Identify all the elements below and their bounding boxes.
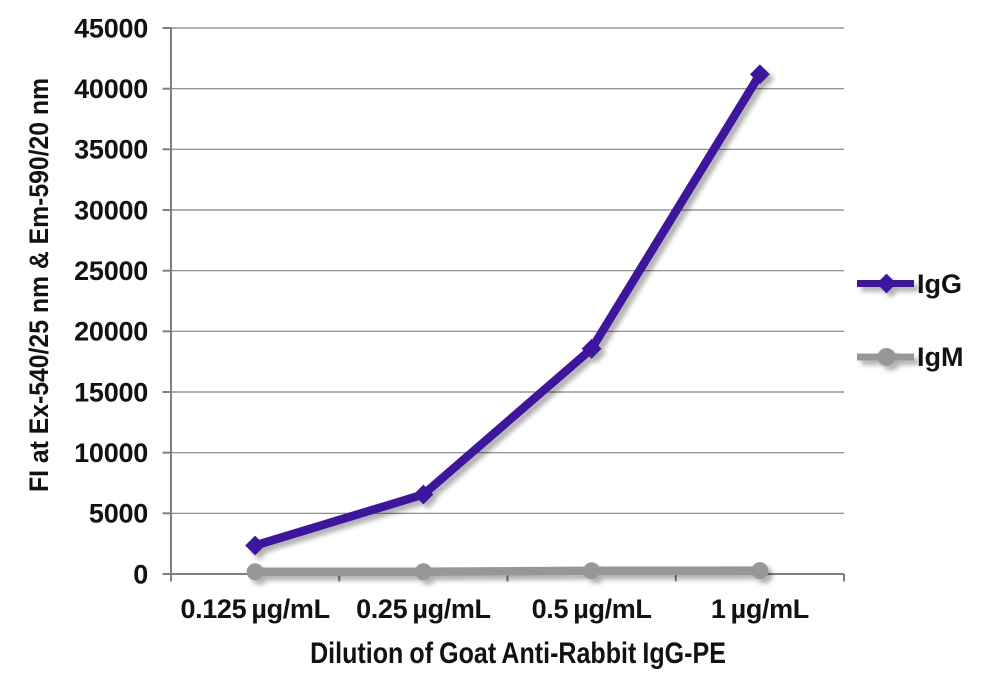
svg-text:0.125 µg/mL: 0.125 µg/mL	[180, 594, 329, 624]
svg-text:20000: 20000	[74, 317, 148, 347]
svg-text:0.5 µg/mL: 0.5 µg/mL	[532, 594, 652, 624]
svg-text:Dilution of Goat Anti-Rabbit I: Dilution of Goat Anti-Rabbit IgG-PE	[310, 636, 726, 670]
svg-text:5000: 5000	[89, 499, 148, 529]
svg-text:FI at Ex-540/25 nm & Em-590/20: FI at Ex-540/25 nm & Em-590/20 nm	[25, 78, 54, 492]
svg-text:IgG: IgG	[917, 269, 962, 299]
svg-text:10000: 10000	[74, 438, 148, 468]
svg-text:30000: 30000	[74, 195, 148, 225]
svg-text:IgM: IgM	[917, 342, 964, 372]
svg-text:15000: 15000	[74, 377, 148, 407]
svg-text:0.25 µg/mL: 0.25 µg/mL	[356, 594, 491, 624]
svg-text:1 µg/mL: 1 µg/mL	[711, 594, 809, 624]
svg-text:45000: 45000	[74, 13, 148, 43]
svg-text:40000: 40000	[74, 74, 148, 104]
svg-text:0: 0	[133, 559, 148, 589]
svg-text:25000: 25000	[74, 256, 148, 286]
svg-text:35000: 35000	[74, 135, 148, 165]
